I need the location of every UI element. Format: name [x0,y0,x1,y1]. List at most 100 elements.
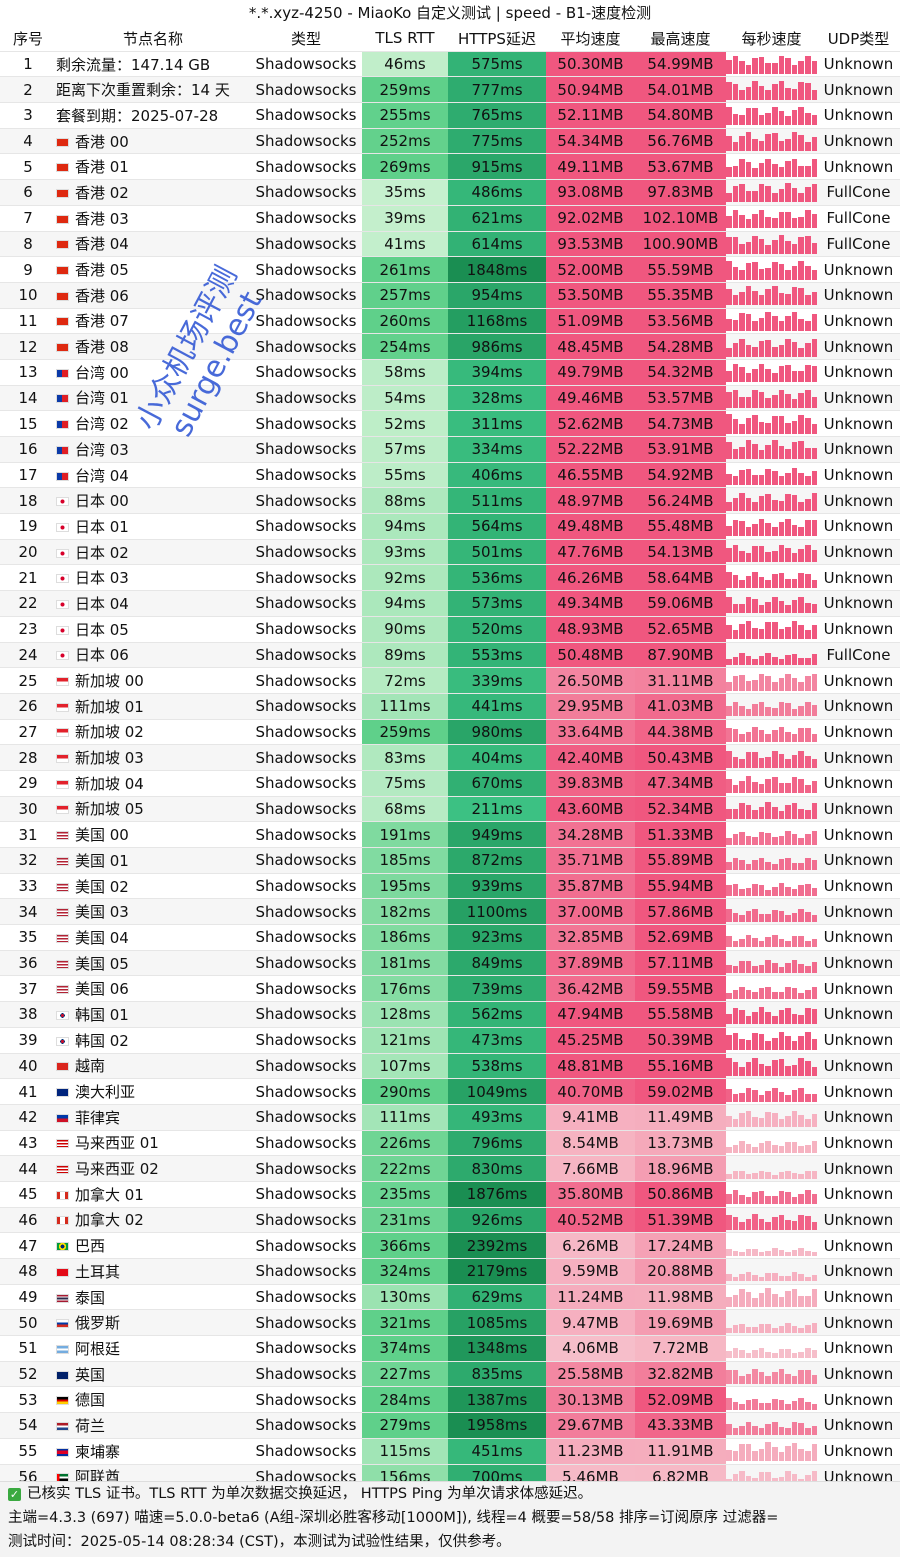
table-row: 18 日本 00 Shadowsocks 88ms 511ms 48.97MB 56.24M… [0,487,900,515]
https-latency: 1848ms [448,256,546,283]
per-second-speed [726,616,817,643]
speed-bar [798,371,804,383]
speed-bar [745,1111,752,1128]
speed-bar [765,244,772,254]
max-speed: 53.56MB [635,308,726,335]
speed-bar [791,834,798,845]
tls-rtt: 55ms [362,462,448,489]
node-name-text: 台湾 03 [75,440,129,459]
speed-bar [811,1470,817,1487]
tls-rtt: 94ms [362,513,448,540]
speed-bar [765,1273,772,1282]
table-row: 14 台湾 01 Shadowsocks 54ms 328ms 49.46MB 53.57M… [0,385,900,412]
speed-bar [752,368,758,383]
speed-bar [752,965,758,974]
speed-bar [791,1375,798,1385]
speed-bar [772,751,778,768]
https-latency: 334ms [448,436,546,463]
speed-bar [791,988,798,999]
speed-bar [791,371,798,383]
speed-bar [765,1111,772,1128]
flag-th-icon [56,1293,69,1303]
speed-sparkline [726,131,817,152]
tls-rtt: 39ms [362,205,448,232]
table-row: 40 越南 Shadowsocks 107ms 538ms 48.81MB 55.16MB U… [0,1053,900,1080]
speed-bar [804,55,811,75]
speed-bar [752,837,758,845]
node-type: Shadowsocks [250,256,362,283]
node-type: Shadowsocks [250,1053,362,1080]
table-row: 19 日本 01 Shadowsocks 94ms 564ms 49.48MB 55.48M… [0,513,900,540]
udp-type: FullCone [817,205,900,232]
node-name-text: 日本 06 [75,646,129,665]
speed-bar [772,63,778,75]
speed-bar [739,831,745,845]
speed-bar [791,889,798,897]
speed-bar [745,680,752,691]
speed-bar [739,470,745,486]
per-second-speed [726,1309,817,1337]
node-type: Shadowsocks [250,1104,362,1131]
speed-bar [752,726,758,742]
row-index: 49 [0,1284,56,1311]
tls-rtt: 57ms [362,436,448,463]
speed-bar [732,574,739,588]
node-name-text: 马来西亚 02 [75,1160,159,1179]
flag-us-icon [56,933,69,943]
speed-bar [765,757,772,768]
speed-bar [772,806,778,819]
per-second-speed [726,590,817,617]
avg-speed: 92.02MB [546,205,635,232]
node-name: 美国 06 [56,975,250,1003]
speed-bar [752,1398,758,1410]
speed-bar [791,1325,798,1333]
node-name-text: 香港 05 [75,261,129,280]
https-latency: 328ms [448,385,546,412]
speed-bar [726,837,732,845]
max-speed: 53.67MB [635,153,726,181]
speed-bar [798,216,804,229]
speed-bar [732,210,739,229]
speed-bar [752,443,758,460]
speed-bar [811,549,817,563]
table-row: 52 英国 Shadowsocks 227ms 835ms 25.58MB 32.82MB U… [0,1361,900,1388]
row-index: 53 [0,1386,56,1414]
node-name-text: 剩余流量：147.14 GB [56,55,211,74]
speed-bar [811,1221,817,1230]
speed-bar [778,500,785,511]
speed-bar [772,657,778,665]
https-latency: 629ms [448,1284,546,1311]
tls-rtt: 260ms [362,308,448,335]
speed-bar [752,80,758,100]
speed-bar [765,1324,772,1333]
speed-bar [745,731,752,742]
node-name: 越南 [56,1053,250,1080]
speed-bar [758,1323,765,1333]
node-type: Shadowsocks [250,1027,362,1054]
speed-sparkline [726,876,817,897]
udp-type: Unknown [817,744,900,771]
speed-bar [765,1472,772,1487]
max-speed: 50.43MB [635,744,726,771]
speed-bar [758,518,765,537]
speed-bar [732,965,739,974]
speed-bar [778,835,785,845]
udp-type: Unknown [817,1438,900,1465]
tls-rtt: 111ms [362,693,448,720]
speed-bar [758,832,765,845]
flag-jp-icon [56,599,69,609]
speed-bar [791,1041,798,1051]
speed-bar [798,1014,804,1025]
node-type: Shadowsocks [250,359,362,386]
speed-bar [811,1443,817,1462]
node-type: Shadowsocks [250,231,362,258]
row-index: 17 [0,462,56,489]
speed-sparkline [726,337,817,357]
avg-speed: 7.66MB [546,1155,635,1182]
per-second-speed [726,1053,817,1080]
speed-bar [772,218,778,229]
avg-speed: 35.80MB [546,1181,635,1208]
udp-type: Unknown [817,1258,900,1285]
udp-type: Unknown [817,821,900,848]
avg-speed: 48.45MB [546,333,635,360]
